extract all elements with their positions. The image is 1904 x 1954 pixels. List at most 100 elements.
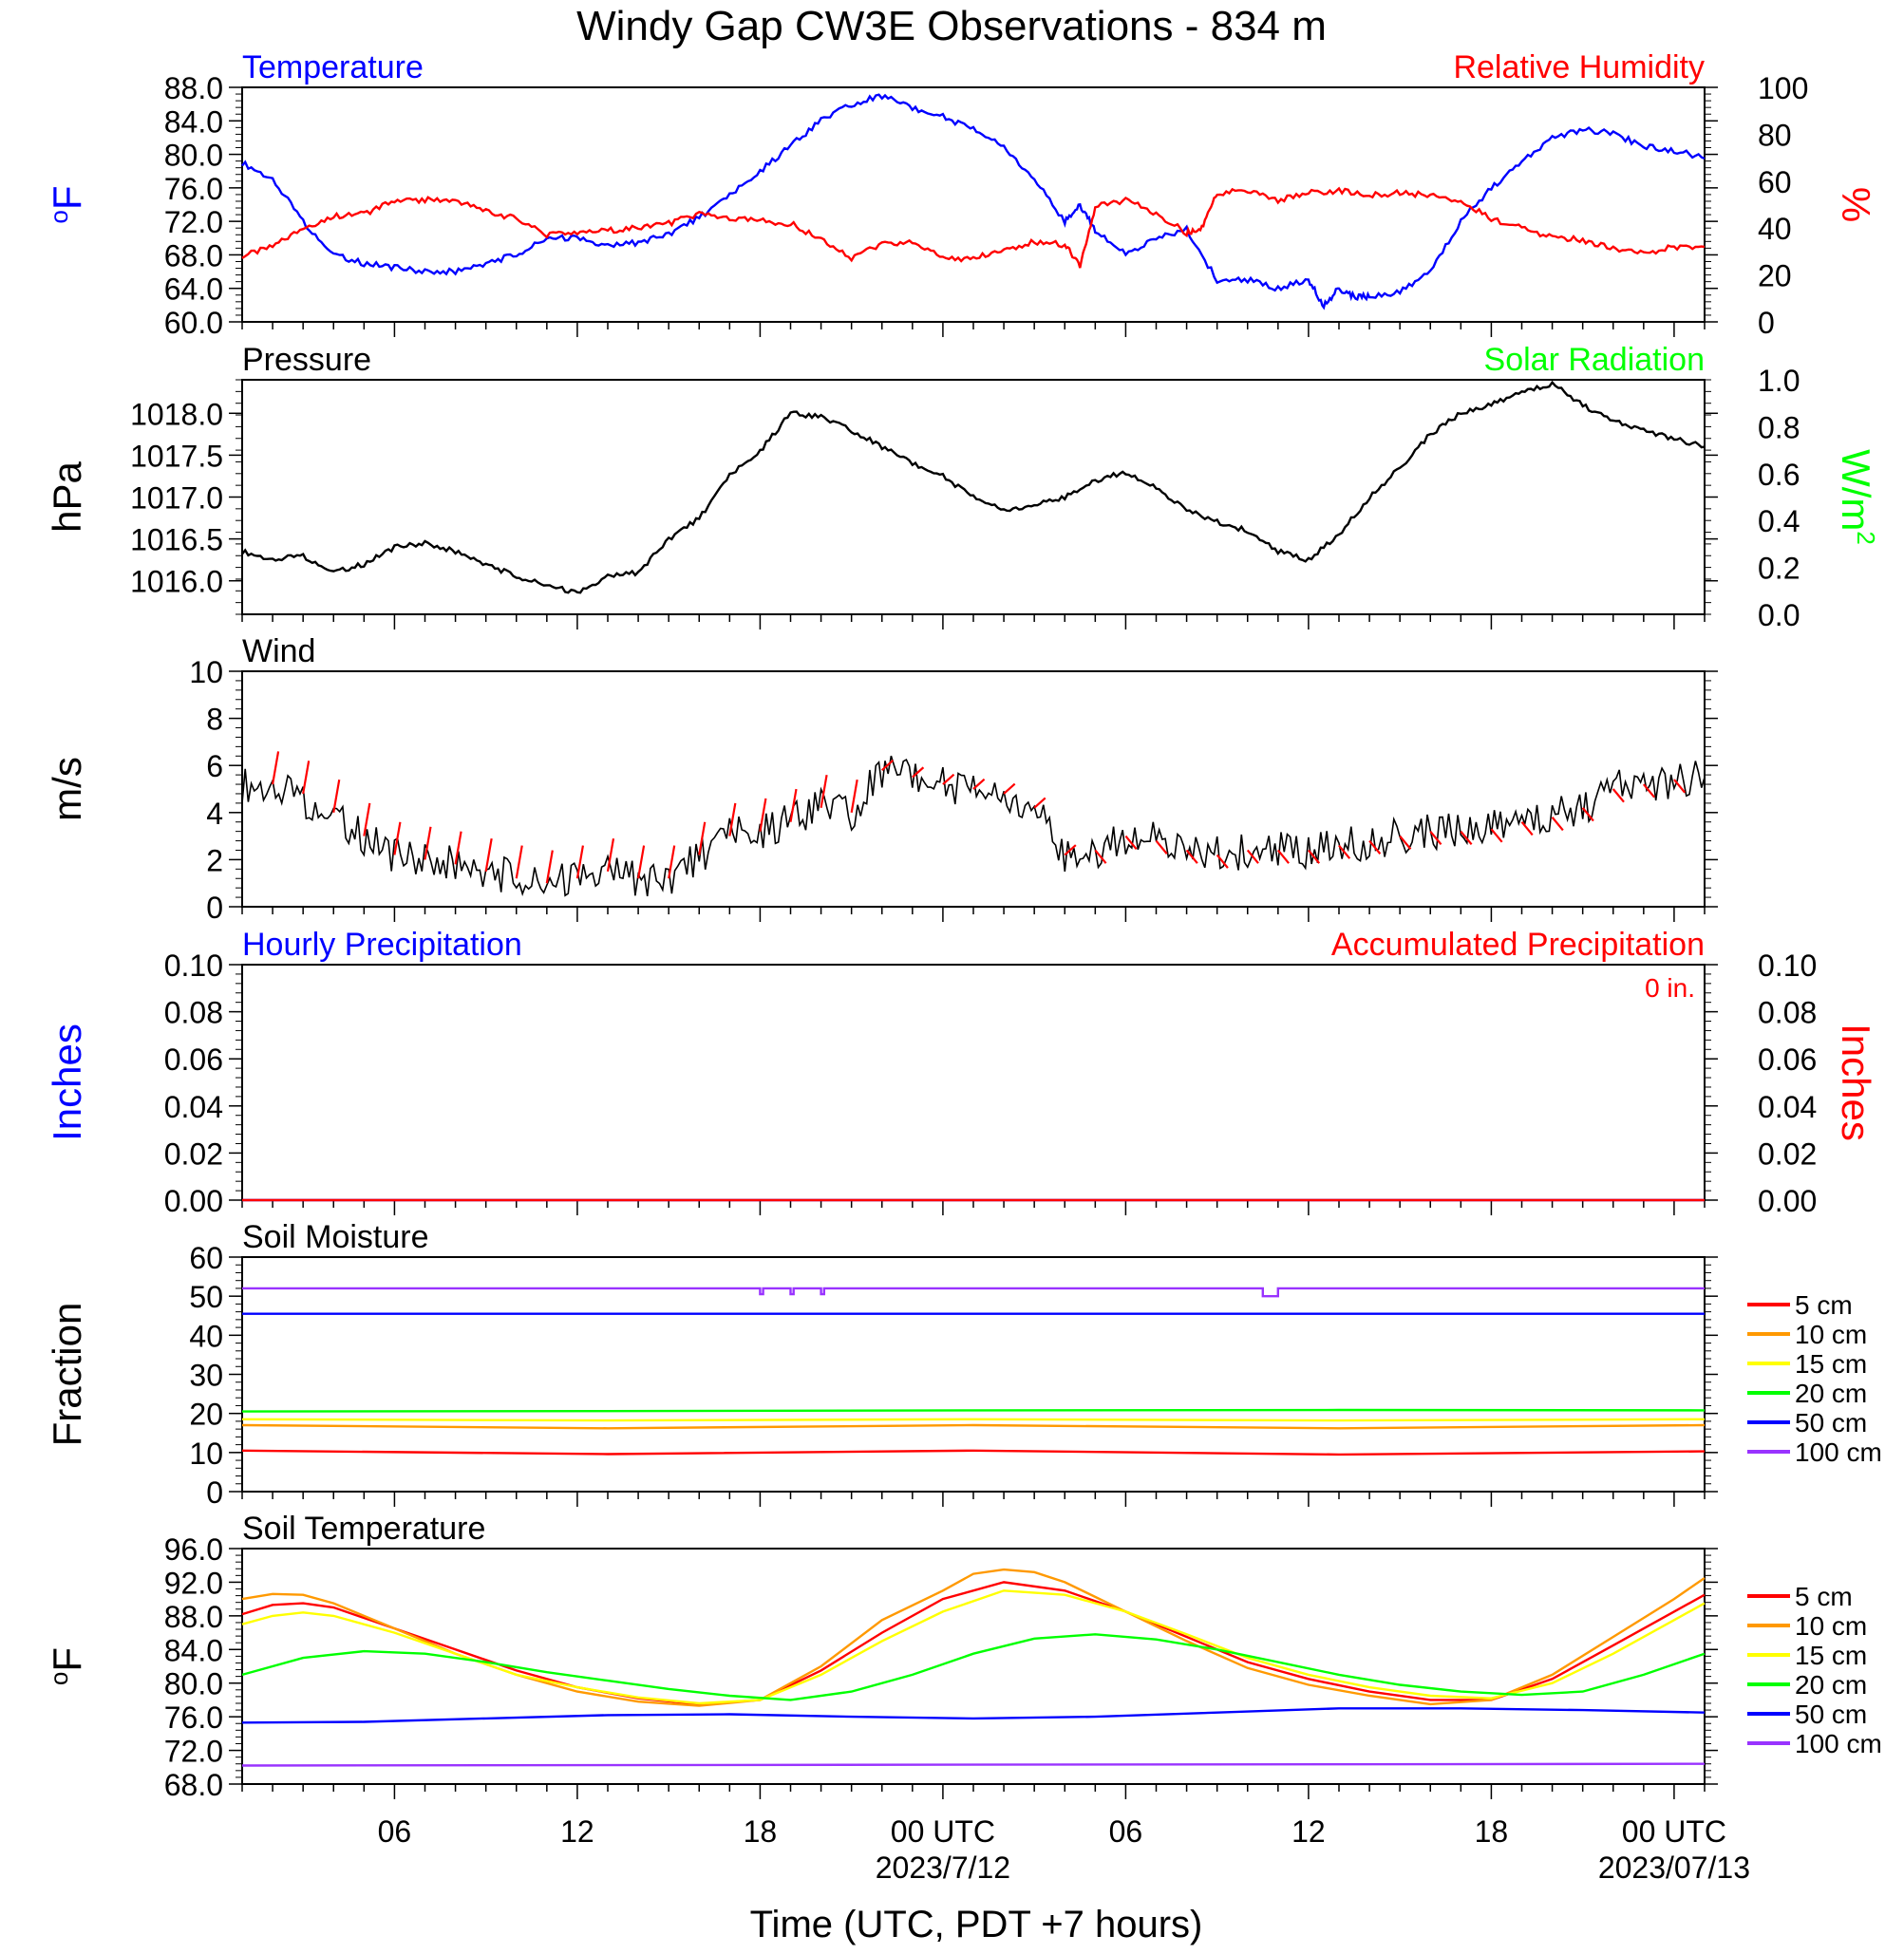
y-right-tick-label: 0.6 [1758, 458, 1800, 492]
wind-barb [1429, 830, 1442, 846]
wind-barb [1003, 782, 1016, 795]
wind-barb [1551, 817, 1564, 832]
y-left-tick-label: 0.06 [164, 1043, 223, 1077]
panel-title-left: Wind [242, 633, 315, 669]
y-left-tick-label: 80.0 [164, 139, 223, 173]
series-line-15-cm [241, 1589, 1706, 1705]
wind-barb [1216, 854, 1229, 869]
y-right-tick-label: 0.2 [1758, 552, 1800, 586]
x-axis-title: Time (UTC, PDT +7 hours) [750, 1904, 1203, 1945]
legend-label: 50 cm [1795, 1700, 1867, 1729]
wind-panel: 0 2 4 6 8 10 Wind m/s [45, 633, 1718, 925]
legend-label: 10 cm [1795, 1611, 1867, 1641]
y-left-tick-label: 0.08 [164, 996, 223, 1030]
axis-title-text: Inches [45, 1024, 89, 1141]
wind-barb [545, 850, 554, 884]
y-left-tick-label: 80.0 [164, 1667, 223, 1701]
y-left-tick-label: 96.0 [164, 1532, 223, 1567]
legend-label: 5 cm [1795, 1582, 1853, 1611]
y-left-tick-label: 72.0 [164, 1735, 223, 1769]
wind-barb [606, 837, 615, 872]
y-left-tick-label: 1018.0 [130, 397, 223, 431]
wind-barb [1308, 849, 1321, 864]
wind-barb [302, 761, 311, 795]
panel-title-right: Relative Humidity [1453, 49, 1705, 85]
y-axis-title-left: oF [45, 185, 89, 223]
x-tick-label: 06 [378, 1814, 412, 1849]
y-right-tick-label: 0.06 [1758, 1043, 1817, 1077]
legend-label: 50 cm [1795, 1408, 1867, 1437]
wind-barb [1338, 844, 1351, 859]
y-right-tick-label: 0.8 [1758, 410, 1800, 444]
y-left-tick-label: 72.0 [164, 205, 223, 239]
y-left-tick-label: 50 [189, 1280, 223, 1314]
x-date-label: 2023/07/13 [1598, 1851, 1750, 1885]
series-line-10-cm [241, 1568, 1706, 1707]
temperature-humidity-panel: 60.064.068.072.076.080.084.088.0 0 20 40 60 8… [45, 49, 1878, 340]
wind-barb [942, 773, 955, 785]
legend-label: 100 cm [1795, 1729, 1882, 1758]
wind-barb [668, 845, 676, 879]
y-axis-title-left: m/s [45, 757, 89, 821]
precipitation-panel: 0.00 0.02 0.04 0.06 0.08 0.10 0.00 0.02 0.04 0.06… [45, 927, 1878, 1218]
wind-barb [1612, 788, 1625, 803]
y-left-tick-label: 68.0 [164, 1768, 223, 1802]
y-right-tick-label: 40 [1758, 212, 1792, 246]
wind-barb [1368, 839, 1382, 855]
y-left-tick-label: 1017.0 [130, 481, 223, 516]
y-right-tick-label: 100 [1758, 71, 1808, 105]
y-left-tick-label: 20 [189, 1398, 223, 1432]
wind-barb [1064, 844, 1077, 856]
legend-label: 100 cm [1795, 1437, 1882, 1467]
series-line-100-cm [242, 1287, 1705, 1298]
x-tick-label: 12 [560, 1814, 594, 1849]
y-axis-title-right: W/m2 [1834, 449, 1880, 545]
y-left-tick-label: 60 [189, 1241, 223, 1275]
pressure-panel: 1016.0 1016.5 1017.0 1017.5 1018.0 0.0 0.2 0.4 0… [45, 342, 1880, 632]
y-left-tick-label: 1016.0 [130, 565, 223, 599]
y-right-tick-label: 0.04 [1758, 1090, 1817, 1124]
y-left-tick-label: 2 [206, 843, 223, 877]
wind-barb [271, 751, 280, 785]
panel-title-right: Solar Radiation [1484, 342, 1705, 378]
wind-barb [454, 831, 462, 865]
legend-label: 5 cm [1795, 1290, 1853, 1320]
y-left-tick-label: 92.0 [164, 1566, 223, 1600]
panel-title-left: Soil Temperature [242, 1511, 485, 1547]
wind-barb [728, 802, 737, 836]
legend-label: 15 cm [1795, 1641, 1867, 1670]
y-left-tick-label: 10 [189, 655, 223, 689]
y-left-tick-label: 40 [189, 1319, 223, 1353]
accumulated-total-label: 0 in. [1645, 973, 1695, 1003]
y-left-tick-label: 0.04 [164, 1090, 223, 1124]
wind-barb [1520, 821, 1534, 836]
wind-barb [575, 845, 585, 879]
y-left-tick-label: 30 [189, 1359, 223, 1393]
x-date-label: 2023/7/12 [876, 1851, 1010, 1885]
wind-barb [424, 826, 432, 860]
series-line-20-cm [241, 1633, 1706, 1701]
figure-title: Windy Gap CW3E Observations - 834 m [576, 3, 1327, 49]
wind-barb [972, 778, 986, 790]
wind-barb [393, 821, 402, 855]
series-line-pressure [241, 380, 1706, 594]
wind-barb [636, 845, 646, 879]
wind-barb [1276, 849, 1290, 864]
y-right-tick-label: 80 [1758, 118, 1792, 152]
legend-label: 10 cm [1795, 1320, 1867, 1349]
panel-title-left: Temperature [242, 49, 424, 85]
wind-barb [1642, 783, 1655, 799]
y-right-tick-label: 20 [1758, 259, 1792, 293]
wind-barb [1460, 830, 1473, 846]
y-left-tick-label: 10 [189, 1437, 223, 1471]
axis-title-text: Inches [1834, 1024, 1878, 1141]
wind-barb [1155, 839, 1168, 855]
series-line-50-cm [241, 1707, 1706, 1724]
y-left-tick-label: 68.0 [164, 238, 223, 272]
wind-barb [1094, 849, 1107, 864]
series-line-relative-humidity [241, 186, 1706, 269]
y-right-tick-label: 0 [1758, 306, 1775, 340]
